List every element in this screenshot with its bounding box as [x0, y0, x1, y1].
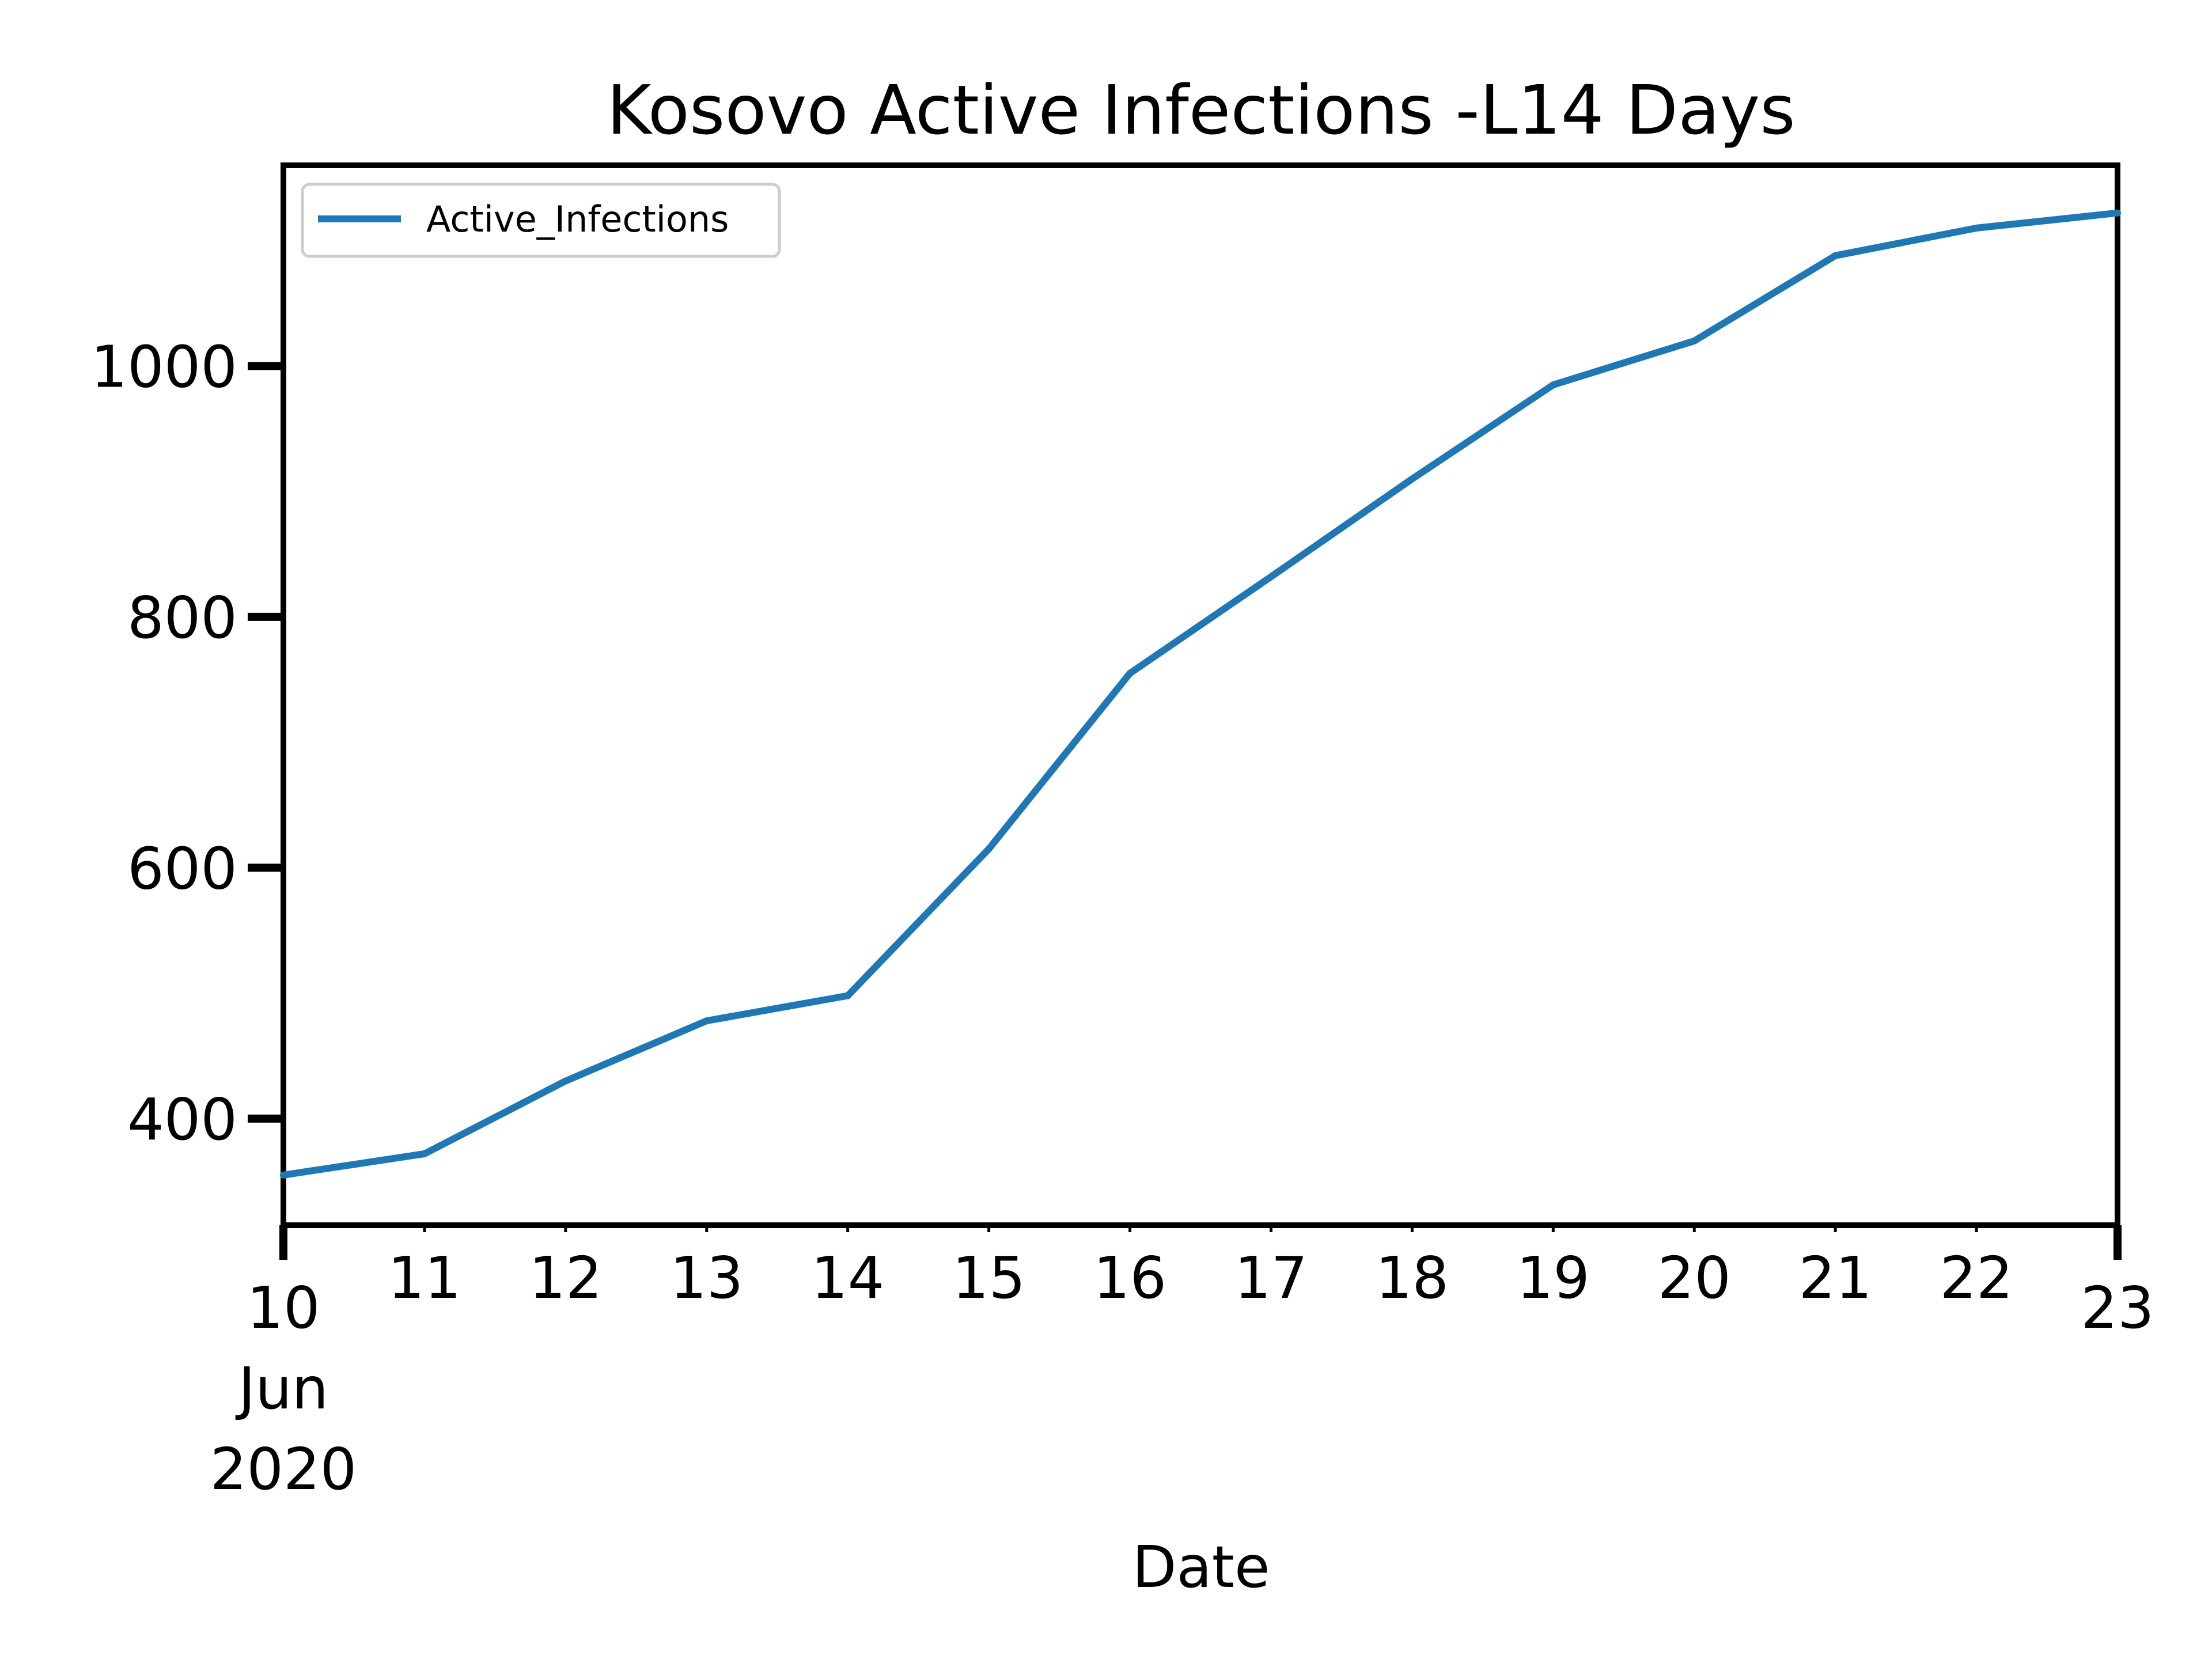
x-axis-ticks: 10 Jun 2020 11 12 13 14 15 16 17 18 19 20 21 22 23 [210, 1225, 2154, 1503]
x-tick-label-22: 22 [1940, 1244, 2013, 1312]
data-point-2020-06-21 [1832, 252, 1839, 259]
data-point-2020-06-19 [1550, 381, 1557, 389]
x-tick-label-18: 18 [1376, 1244, 1449, 1312]
y-tick-label-600: 600 [127, 835, 237, 902]
data-point-2020-06-23 [2114, 209, 2121, 217]
y-tick-label-400: 400 [127, 1086, 237, 1153]
series-line-active-infections [280, 209, 2121, 1179]
data-point-2020-06-12 [562, 1077, 569, 1085]
legend-label-active-infections: Active_Infections [426, 198, 729, 240]
x-tick-label-13: 13 [670, 1244, 743, 1312]
y-tick-label-1000: 1000 [91, 333, 238, 400]
data-point-2020-06-20 [1691, 337, 1698, 344]
x-tick-label-10: 10 [247, 1274, 320, 1342]
x-axis-label: Date [1132, 1533, 1270, 1601]
x-tick-label-20: 20 [1658, 1244, 1731, 1312]
legend: Active_Infections [301, 183, 781, 258]
x-tick-sublabel-jun: Jun [235, 1355, 328, 1422]
x-tick-label-19: 19 [1517, 1244, 1590, 1312]
chart-title: Kosovo Active Infections -L14 Days [607, 70, 1796, 150]
y-axis-ticks: 400 600 800 1000 [91, 333, 283, 1153]
data-point-2020-06-13 [703, 1017, 710, 1025]
y-tick-label-800: 800 [127, 584, 237, 652]
x-tick-label-16: 16 [1093, 1244, 1166, 1312]
x-tick-label-21: 21 [1799, 1244, 1872, 1312]
x-tick-label-12: 12 [529, 1244, 602, 1312]
x-tick-label-17: 17 [1234, 1244, 1308, 1312]
data-point-2020-06-15 [985, 845, 993, 853]
data-point-2020-06-10 [280, 1171, 287, 1179]
legend-box [301, 183, 781, 258]
data-point-2020-06-22 [1973, 224, 1980, 232]
x-tick-label-15: 15 [952, 1244, 1025, 1312]
series-layer [280, 209, 2121, 1179]
x-tick-label-11: 11 [388, 1244, 461, 1312]
data-point-2020-06-14 [844, 992, 851, 999]
x-tick-label-23: 23 [2081, 1274, 2154, 1342]
plot-area [281, 162, 2120, 1228]
plot-frame [281, 162, 2120, 1228]
x-tick-sublabel-2020: 2020 [210, 1435, 357, 1503]
data-point-2020-06-18 [1408, 475, 1416, 483]
data-point-2020-06-16 [1126, 669, 1134, 677]
data-point-2020-06-11 [421, 1150, 428, 1157]
data-point-2020-06-17 [1267, 573, 1275, 581]
x-tick-label-14: 14 [811, 1244, 884, 1312]
